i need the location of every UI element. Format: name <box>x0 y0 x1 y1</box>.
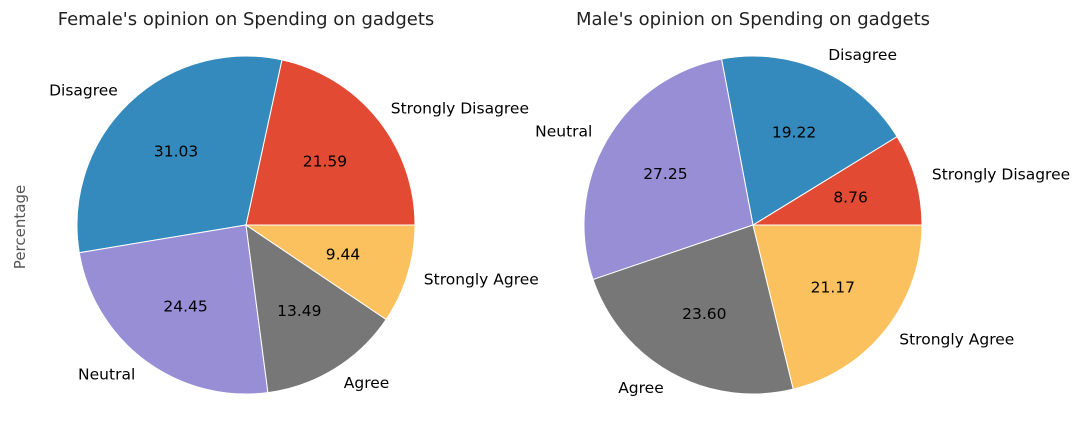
male-wedge-neutral <box>583 58 754 281</box>
male-wedge-agree <box>592 224 794 395</box>
male-category-label-strongly-agree: Strongly Agree <box>899 331 1014 349</box>
female-category-label-strongly-disagree: Strongly Disagree <box>391 99 529 117</box>
female-category-label-disagree: Disagree <box>49 81 118 99</box>
male-pie: 8.76 Strongly Disagree 19.22 Disagree 27.25 N… <box>535 46 1070 397</box>
female-value-label-agree: 13.49 <box>277 302 321 320</box>
male-wedge-disagree <box>720 55 898 226</box>
male-category-label-disagree: Disagree <box>828 46 897 64</box>
male-category-label-agree: Agree <box>618 379 664 397</box>
female-chart-title: Female's opinion on Spending on gadgets <box>58 9 435 30</box>
female-wedge-strongly-agree <box>244 224 416 321</box>
male-value-label-agree: 23.60 <box>682 305 726 323</box>
female-wedge-disagree <box>76 55 283 254</box>
male-value-label-strongly-agree: 21.17 <box>811 279 855 297</box>
male-value-label-neutral: 27.25 <box>643 165 687 183</box>
male-wedge-strongly-disagree <box>751 135 923 226</box>
female-wedge-strongly-disagree <box>245 59 416 226</box>
female-category-label-neutral: Neutral <box>78 365 135 383</box>
female-wedge-agree <box>245 223 387 394</box>
male-pie-chart: Male's opinion on Spending on gadgets 8.… <box>535 9 1070 397</box>
male-value-label-disagree: 19.22 <box>772 123 816 141</box>
male-category-label-neutral: Neutral <box>535 122 592 140</box>
female-category-label-strongly-agree: Strongly Agree <box>424 270 539 288</box>
male-wedge-strongly-agree <box>752 224 923 390</box>
female-pie: 21.59 Strongly Disagree 31.03 Disagree 24.45… <box>49 55 539 395</box>
female-value-label-strongly-agree: 9.44 <box>326 246 361 264</box>
female-pie-chart: Female's opinion on Spending on gadgets … <box>11 9 539 395</box>
male-value-label-strongly-disagree: 8.76 <box>833 188 868 206</box>
female-value-label-neutral: 24.45 <box>163 297 207 315</box>
male-chart-title: Male's opinion on Spending on gadgets <box>576 9 930 30</box>
female-y-axis-label: Percentage <box>11 185 29 269</box>
female-category-label-agree: Agree <box>344 374 390 392</box>
female-wedge-neutral <box>78 224 269 395</box>
male-category-label-strongly-disagree: Strongly Disagree <box>932 165 1070 183</box>
female-value-label-strongly-disagree: 21.59 <box>303 152 347 170</box>
female-value-label-disagree: 31.03 <box>154 143 198 161</box>
